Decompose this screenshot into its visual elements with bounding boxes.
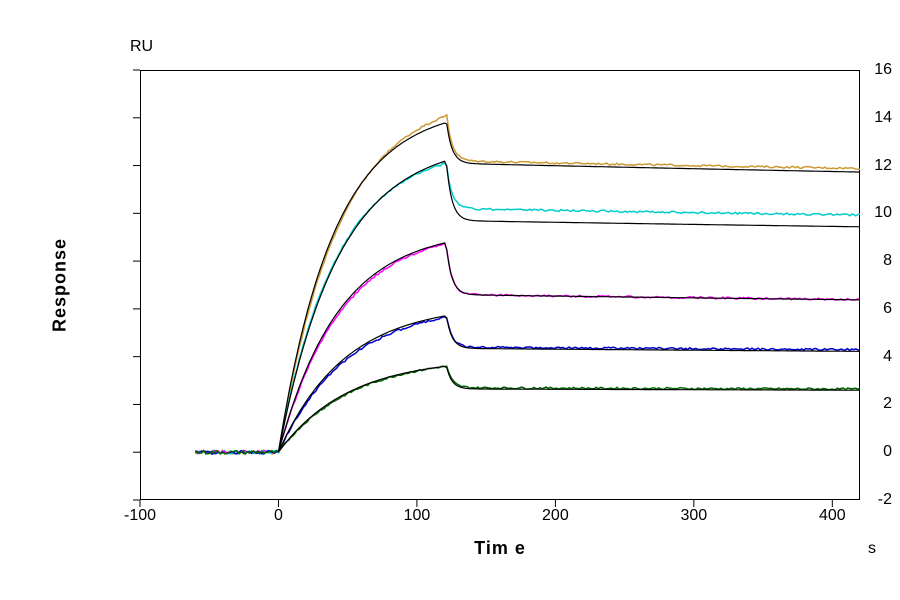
y-tick-label: 6 bbox=[759, 300, 892, 318]
x-tick-label: 400 bbox=[819, 507, 846, 525]
x-tick-label: 300 bbox=[680, 507, 707, 525]
x-tick-label: -100 bbox=[124, 507, 156, 525]
y-tick-label: 12 bbox=[759, 157, 892, 175]
y-unit-label: RU bbox=[130, 38, 153, 56]
x-tick-label: 100 bbox=[404, 507, 431, 525]
y-axis-title: Response bbox=[50, 238, 71, 332]
y-tick-label: 14 bbox=[759, 109, 892, 127]
y-tick-label: 10 bbox=[759, 204, 892, 222]
chart-container: { "chart": { "type": "line", "background… bbox=[0, 0, 900, 600]
x-unit-label: s bbox=[868, 540, 876, 558]
y-tick-label: 0 bbox=[759, 443, 892, 461]
y-tick-label: 8 bbox=[759, 252, 892, 270]
x-tick-label: 200 bbox=[542, 507, 569, 525]
y-tick-label: 2 bbox=[759, 395, 892, 413]
x-tick-label: 0 bbox=[274, 507, 283, 525]
y-tick-label: 4 bbox=[759, 348, 892, 366]
x-axis-title: Tim e bbox=[474, 538, 526, 559]
y-tick-label: 16 bbox=[759, 61, 892, 79]
